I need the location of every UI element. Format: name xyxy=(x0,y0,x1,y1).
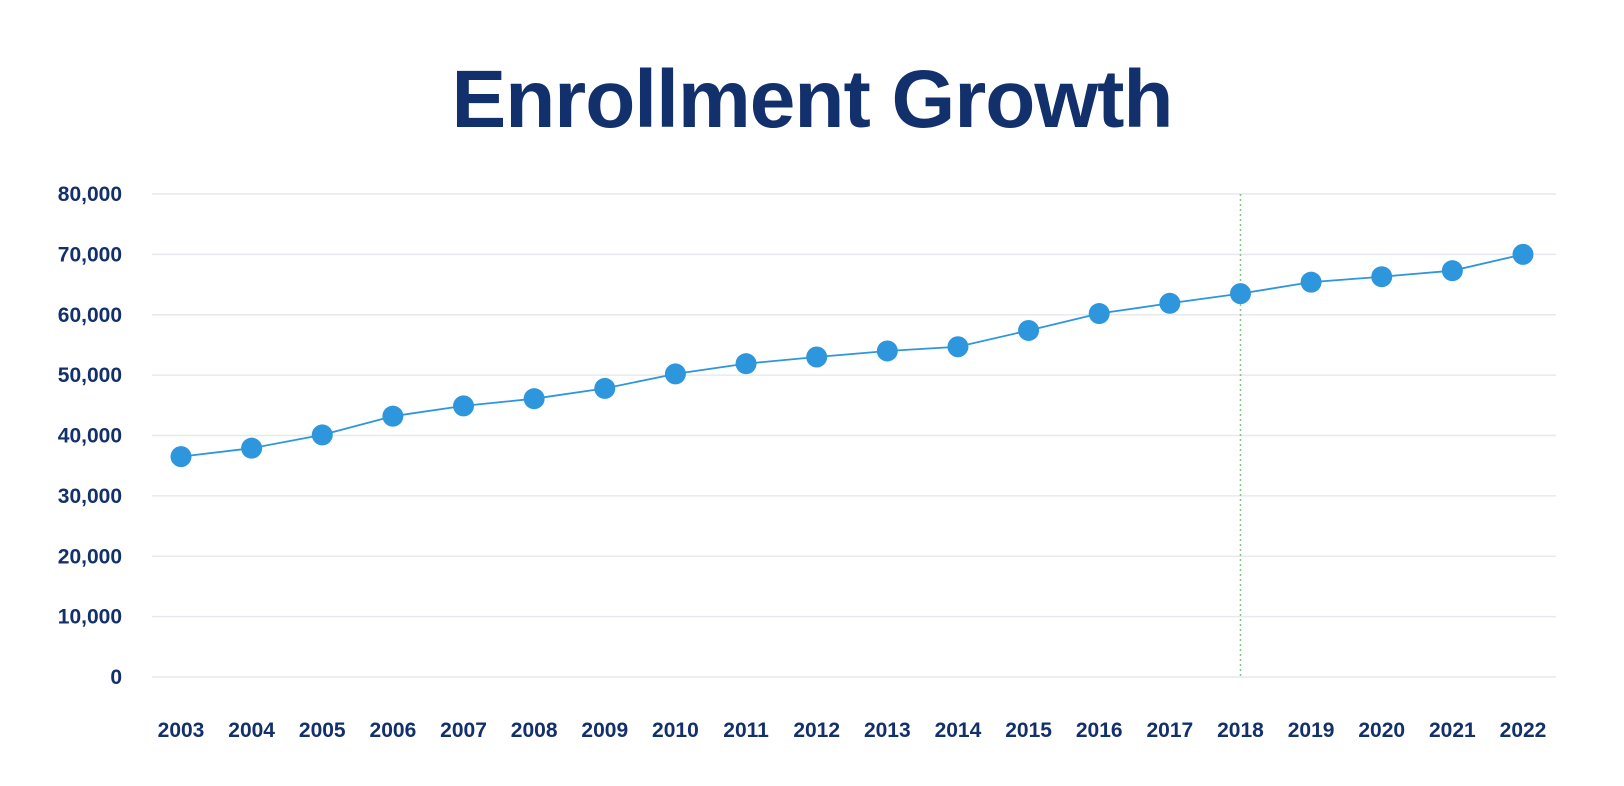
x-tick-label: 2003 xyxy=(158,719,205,742)
data-point-2019 xyxy=(1300,271,1322,293)
data-point-2003 xyxy=(170,446,192,468)
data-point-2012 xyxy=(806,346,828,368)
y-tick-label: 0 xyxy=(110,666,122,689)
x-tick-label: 2019 xyxy=(1288,719,1335,742)
series-layer xyxy=(170,243,1534,468)
x-tick-label: 2016 xyxy=(1076,719,1123,742)
data-point-2016 xyxy=(1088,303,1110,325)
data-point-2007 xyxy=(453,395,475,417)
data-point-2009 xyxy=(594,377,616,399)
y-tick-label: 10,000 xyxy=(58,606,122,629)
series-line xyxy=(180,253,1524,458)
y-axis-tick-labels: 0 10,000 20,000 30,000 40,000 50,000 60,000 70,… xyxy=(58,183,122,689)
data-point-2008 xyxy=(523,388,545,410)
y-tick-label: 60,000 xyxy=(58,304,122,327)
data-point-2011 xyxy=(735,353,757,375)
x-tick-label: 2020 xyxy=(1358,719,1405,742)
data-point-2017 xyxy=(1159,292,1181,314)
x-tick-label: 2011 xyxy=(723,719,769,742)
y-tick-label: 20,000 xyxy=(58,545,122,568)
x-axis-tick-labels: 2003 2004 2005 2006 2007 2008 2009 2010 2011 2012… xyxy=(158,719,1547,742)
data-point-2006 xyxy=(382,405,404,427)
data-point-2018 xyxy=(1229,283,1251,305)
y-tick-label: 40,000 xyxy=(58,425,122,448)
x-tick-label: 2006 xyxy=(370,719,417,742)
x-tick-label: 2014 xyxy=(935,719,982,742)
y-tick-label: 30,000 xyxy=(58,485,122,508)
x-tick-label: 2004 xyxy=(228,719,275,742)
x-tick-label: 2009 xyxy=(581,719,628,742)
data-point-2013 xyxy=(876,340,898,362)
x-tick-label: 2021 xyxy=(1429,719,1476,742)
x-tick-label: 2010 xyxy=(652,719,699,742)
y-tick-label: 80,000 xyxy=(58,183,122,206)
y-tick-label: 70,000 xyxy=(58,243,122,266)
x-tick-label: 2012 xyxy=(793,719,840,742)
data-point-2021 xyxy=(1441,260,1463,282)
data-point-2022 xyxy=(1512,243,1534,265)
gridlines xyxy=(152,193,1556,678)
x-tick-label: 2017 xyxy=(1146,719,1193,742)
x-tick-label: 2008 xyxy=(511,719,558,742)
data-point-2005 xyxy=(311,424,333,446)
data-point-2004 xyxy=(241,437,263,459)
x-tick-label: 2015 xyxy=(1005,719,1052,742)
x-tick-label: 2022 xyxy=(1500,719,1547,742)
x-tick-label: 2007 xyxy=(440,719,487,742)
y-tick-label: 50,000 xyxy=(58,364,122,387)
chart-title: Enrollment Growth xyxy=(451,54,1174,145)
data-point-2014 xyxy=(947,336,969,358)
data-point-2015 xyxy=(1018,319,1040,341)
x-tick-label: 2018 xyxy=(1217,719,1264,742)
x-tick-label: 2005 xyxy=(299,719,346,742)
data-point-2010 xyxy=(664,363,686,385)
data-point-2020 xyxy=(1371,266,1393,288)
x-tick-label: 2013 xyxy=(864,719,911,742)
